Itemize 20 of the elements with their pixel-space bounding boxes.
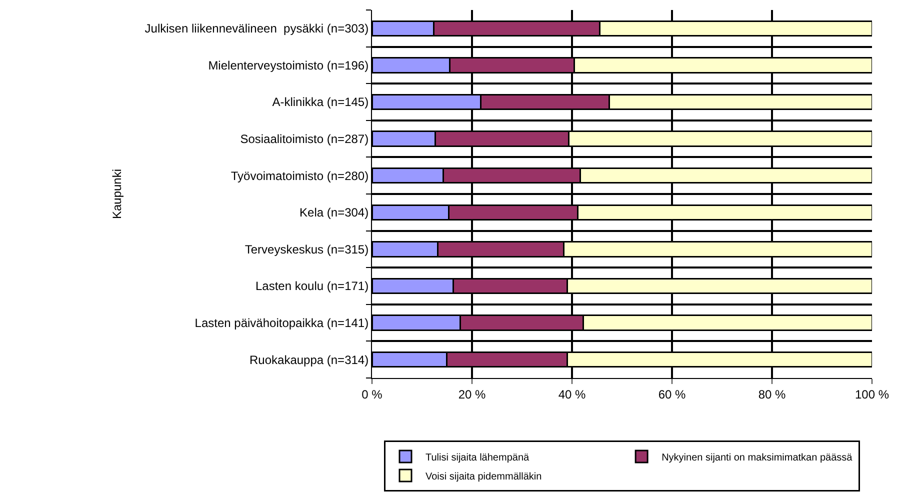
y-tick-label: Kela (n=304) <box>300 206 369 220</box>
y-tick-label: Lasten koulu (n=171) <box>256 279 369 294</box>
x-tick-label: 20 % <box>458 387 486 402</box>
legend-label: Tulisi sijaita lähempänä <box>426 452 530 464</box>
x-tick-label: 0 % <box>362 387 383 402</box>
y-tick-label: Mielenterveystoimisto (n=196) <box>208 58 369 72</box>
x-tick-label: 80 % <box>758 387 786 402</box>
y-tick-label: A-klinikka (n=145) <box>272 95 369 110</box>
y-tick-label: Terveyskeskus (n=315) <box>244 242 369 256</box>
y-tick-label: Ruokakauppa (n=314) <box>250 352 369 367</box>
x-tick-label: 40 % <box>558 387 586 402</box>
legend-label: Voisi sijaita pidemmälläkin <box>426 471 542 482</box>
y-tick-label: Sosiaalitoimisto (n=287) <box>240 132 369 146</box>
x-tick-label: 60 % <box>658 387 686 402</box>
legend-label: Nykyinen sijanti on maksimimatkan päässä <box>662 452 853 464</box>
x-tick-label: 100 % <box>854 387 890 402</box>
y-tick-label: Julkisen liikennevälineen pysäkki (n=303) <box>144 22 369 36</box>
y-axis-title: Kaupunki <box>110 168 124 220</box>
y-tick-label: Työvoimatoimisto (n=280) <box>230 168 369 183</box>
y-tick-label: Lasten päivähoitopaikka (n=141) <box>194 316 369 330</box>
